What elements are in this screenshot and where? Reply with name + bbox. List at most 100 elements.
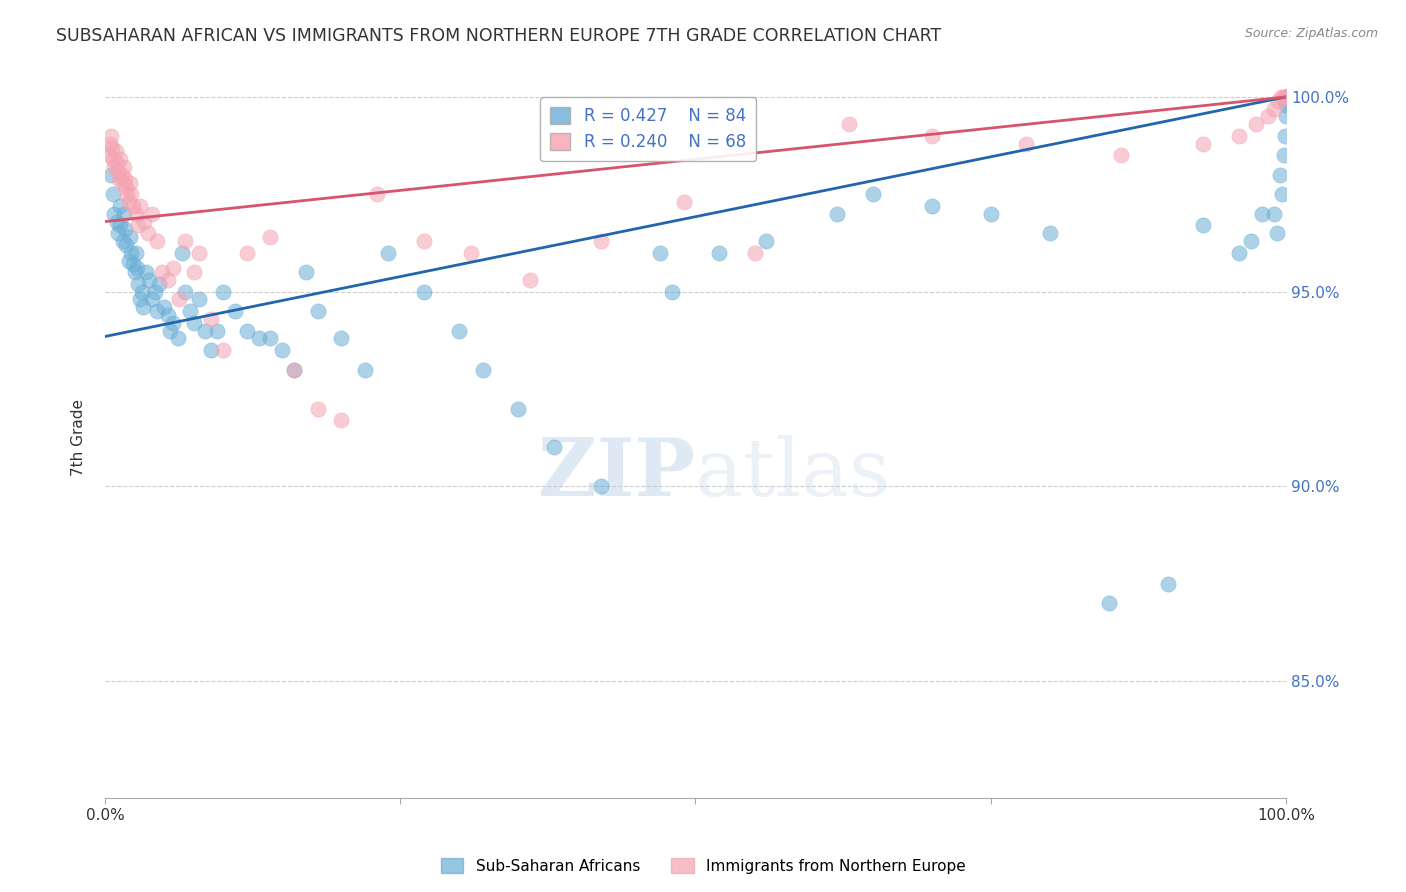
Point [707, 245, 730, 260]
Point [179, 304, 201, 318]
Point [112, 160, 135, 174]
Point [174, 234, 197, 248]
Point [141, 207, 163, 221]
Point [105, 156, 128, 170]
Point [200, 312, 222, 326]
Point [117, 253, 139, 268]
Point [224, 304, 246, 318]
Point [247, 331, 270, 345]
Point [122, 257, 145, 271]
Point [755, 234, 778, 248]
Point [110, 153, 132, 167]
Point [194, 324, 217, 338]
Point [148, 277, 170, 291]
Point [114, 222, 136, 236]
Point [1275, 90, 1298, 104]
Point [122, 199, 145, 213]
Point [162, 316, 184, 330]
Point [136, 226, 159, 240]
Point [1246, 117, 1268, 131]
Point [205, 324, 228, 338]
Point [125, 261, 148, 276]
Point [1039, 226, 1062, 240]
Point [1272, 148, 1295, 162]
Point [1275, 90, 1298, 104]
Point [127, 277, 149, 291]
Point [1263, 207, 1285, 221]
Point [1270, 90, 1292, 104]
Point [259, 331, 281, 345]
Point [107, 226, 129, 240]
Point [156, 308, 179, 322]
Point [921, 128, 943, 143]
Point [162, 261, 184, 276]
Point [307, 304, 329, 318]
Point [127, 219, 149, 233]
Point [1109, 148, 1132, 162]
Point [118, 176, 141, 190]
Point [1274, 90, 1296, 104]
Point [235, 245, 257, 260]
Point [156, 273, 179, 287]
Point [1275, 90, 1298, 104]
Point [460, 245, 482, 260]
Point [1272, 90, 1295, 104]
Point [98, 136, 121, 151]
Point [110, 168, 132, 182]
Point [307, 401, 329, 416]
Point [146, 304, 169, 318]
Point [146, 234, 169, 248]
Point [100, 128, 122, 143]
Point [115, 179, 138, 194]
Text: Source: ZipAtlas.com: Source: ZipAtlas.com [1244, 27, 1378, 40]
Point [1239, 234, 1261, 248]
Point [1271, 187, 1294, 202]
Legend: R = 0.427    N = 84, R = 0.240    N = 68: R = 0.427 N = 84, R = 0.240 N = 68 [540, 96, 756, 161]
Point [100, 168, 122, 182]
Point [97, 148, 120, 162]
Point [150, 265, 173, 279]
Point [170, 245, 193, 260]
Point [112, 207, 135, 221]
Point [543, 441, 565, 455]
Point [159, 324, 181, 338]
Point [141, 293, 163, 307]
Point [1275, 90, 1298, 104]
Point [412, 285, 434, 299]
Point [107, 164, 129, 178]
Point [103, 160, 125, 174]
Point [1263, 102, 1285, 116]
Point [449, 324, 471, 338]
Legend: Sub-Saharan Africans, Immigrants from Northern Europe: Sub-Saharan Africans, Immigrants from No… [434, 852, 972, 880]
Point [1192, 219, 1215, 233]
Point [1274, 128, 1296, 143]
Point [212, 285, 235, 299]
Point [117, 187, 139, 202]
Point [183, 316, 205, 330]
Point [508, 401, 530, 416]
Point [125, 207, 148, 221]
Point [259, 230, 281, 244]
Point [111, 176, 134, 190]
Point [1268, 168, 1291, 182]
Point [153, 300, 176, 314]
Point [862, 187, 884, 202]
Point [1265, 226, 1288, 240]
Point [200, 343, 222, 357]
Point [1275, 90, 1298, 104]
Point [283, 362, 305, 376]
Point [103, 187, 125, 202]
Point [1267, 94, 1289, 108]
Point [129, 199, 152, 213]
Point [129, 293, 152, 307]
Point [838, 117, 860, 131]
Point [744, 245, 766, 260]
Point [1257, 109, 1279, 123]
Point [117, 195, 139, 210]
Point [672, 195, 695, 210]
Point [1275, 90, 1298, 104]
Point [330, 331, 353, 345]
Point [110, 219, 132, 233]
Point [174, 285, 197, 299]
Point [825, 207, 848, 221]
